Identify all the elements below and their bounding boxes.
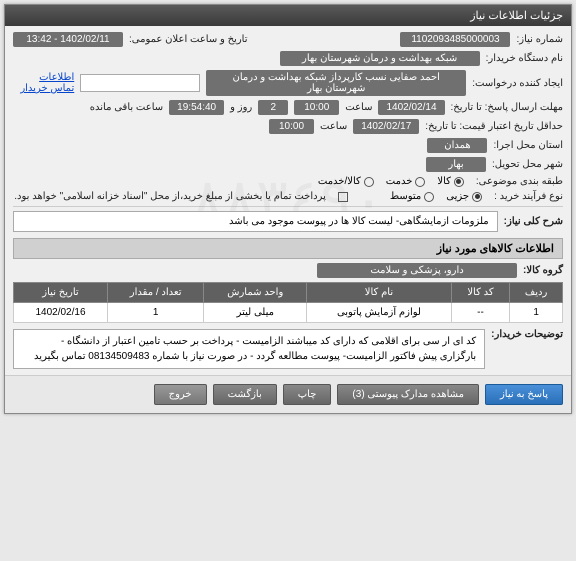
cell-unit: میلی لیتر bbox=[204, 303, 307, 323]
exit-button[interactable]: خروج bbox=[154, 384, 207, 405]
announce-label: تاریخ و ساعت اعلان عمومی: bbox=[129, 34, 248, 45]
price-valid-label: حداقل تاریخ اعتبار قیمت: تا تاریخ: bbox=[425, 121, 563, 132]
deadline-time: 10:00 bbox=[294, 100, 339, 115]
footer-buttons: پاسخ به نیاز مشاهده مدارک پیوستی (3) چاپ… bbox=[5, 375, 571, 413]
requester-label: ایجاد کننده درخواست: bbox=[472, 78, 563, 89]
attachments-button[interactable]: مشاهده مدارک پیوستی (3) bbox=[337, 384, 479, 405]
remaining-time: 19:54:40 bbox=[169, 100, 224, 115]
radio-dot-icon bbox=[454, 177, 464, 187]
radio-medium[interactable]: متوسط bbox=[390, 191, 434, 202]
buyer-note-label: توضیحات خریدار: bbox=[491, 329, 563, 340]
separator bbox=[13, 206, 563, 207]
th-row: ردیف bbox=[510, 283, 563, 303]
cell-date: 1402/02/16 bbox=[14, 303, 108, 323]
price-valid-date: 1402/02/17 bbox=[353, 119, 419, 134]
requester-value: احمد صفایی نسب کارپرداز شبکه بهداشت و در… bbox=[206, 70, 466, 96]
radio-goods[interactable]: کالا bbox=[437, 176, 464, 187]
time-label-2: ساعت bbox=[320, 121, 347, 132]
items-table: ردیف کد کالا نام کالا واحد شمارش تعداد /… bbox=[13, 282, 563, 323]
table-row[interactable]: 1 -- لوازم آزمایش پاتوبی میلی لیتر 1 140… bbox=[14, 303, 563, 323]
th-code: کد کالا bbox=[451, 283, 510, 303]
exec-province-label: استان محل اجرا: bbox=[493, 140, 563, 151]
group-label: گروه کالا: bbox=[523, 265, 563, 276]
need-no-value: 1102093485000003 bbox=[400, 32, 510, 47]
days-count: 2 bbox=[258, 100, 288, 115]
radio-dot-icon bbox=[424, 192, 434, 202]
price-valid-time: 10:00 bbox=[269, 119, 314, 134]
exec-province-value: همدان bbox=[427, 138, 487, 153]
general-desc-value: ملزومات ازمایشگاهی- لیست کالا ها در پیوس… bbox=[13, 211, 498, 232]
time-label-1: ساعت bbox=[345, 102, 372, 113]
radio-partial[interactable]: جزیی bbox=[446, 191, 482, 202]
print-button[interactable]: چاپ bbox=[283, 384, 332, 405]
window-title: جزئیات اطلاعات نیاز bbox=[470, 10, 563, 22]
general-desc-label: شرح کلی نیاز: bbox=[504, 216, 563, 227]
back-button[interactable]: بازگشت bbox=[213, 384, 277, 405]
contact-link[interactable]: اطلاعات تماس خریدار bbox=[13, 72, 74, 94]
th-qty: تعداد / مقدار bbox=[107, 283, 203, 303]
content-area: ۸۸۳٤۹۰ شماره نیاز: 1102093485000003 تاری… bbox=[5, 26, 571, 375]
th-date: تاریخ نیاز bbox=[14, 283, 108, 303]
buyer-note-value: کد ای ار سی برای اقلامی که دارای کد میبا… bbox=[13, 329, 485, 369]
process-label: نوع فرآیند خرید : bbox=[494, 191, 563, 202]
payment-checkbox[interactable] bbox=[338, 192, 348, 202]
category-label: طبقه بندی موضوعی: bbox=[476, 176, 563, 187]
buyer-org-value: شبکه بهداشت و درمان شهرستان بهار bbox=[280, 51, 480, 66]
buyer-org-label: نام دستگاه خریدار: bbox=[486, 53, 563, 64]
days-unit: روز و bbox=[230, 102, 252, 113]
details-window: جزئیات اطلاعات نیاز ۸۸۳٤۹۰ شماره نیاز: 1… bbox=[4, 4, 572, 414]
contact-input[interactable] bbox=[80, 74, 200, 92]
cell-name: لوازم آزمایش پاتوبی bbox=[307, 303, 452, 323]
radio-dot-icon bbox=[364, 177, 374, 187]
payment-note: پرداخت تمام یا بخشی از مبلغ خرید،از محل … bbox=[14, 191, 326, 202]
group-value: دارو، پزشکی و سلامت bbox=[317, 263, 517, 278]
deadline-date: 1402/02/14 bbox=[378, 100, 444, 115]
radio-both[interactable]: کالا/خدمت bbox=[318, 176, 374, 187]
table-header-row: ردیف کد کالا نام کالا واحد شمارش تعداد /… bbox=[14, 283, 563, 303]
cell-row: 1 bbox=[510, 303, 563, 323]
announce-value: 1402/02/11 - 13:42 bbox=[13, 32, 123, 47]
respond-button[interactable]: پاسخ به نیاز bbox=[485, 384, 563, 405]
cell-qty: 1 bbox=[107, 303, 203, 323]
deadline-label: مهلت ارسال پاسخ: تا تاریخ: bbox=[451, 102, 563, 113]
cell-code: -- bbox=[451, 303, 510, 323]
radio-dot-icon bbox=[472, 192, 482, 202]
radio-dot-icon bbox=[415, 177, 425, 187]
need-no-label: شماره نیاز: bbox=[516, 34, 563, 45]
th-name: نام کالا bbox=[307, 283, 452, 303]
delivery-city-label: شهر محل تحویل: bbox=[492, 159, 563, 170]
radio-service[interactable]: خدمت bbox=[386, 176, 426, 187]
delivery-city-value: بهار bbox=[426, 157, 486, 172]
window-titlebar: جزئیات اطلاعات نیاز bbox=[5, 5, 571, 26]
th-unit: واحد شمارش bbox=[204, 283, 307, 303]
items-section-header: اطلاعات کالاهای مورد نیاز bbox=[13, 238, 563, 259]
remaining-label: ساعت باقی مانده bbox=[90, 102, 163, 113]
